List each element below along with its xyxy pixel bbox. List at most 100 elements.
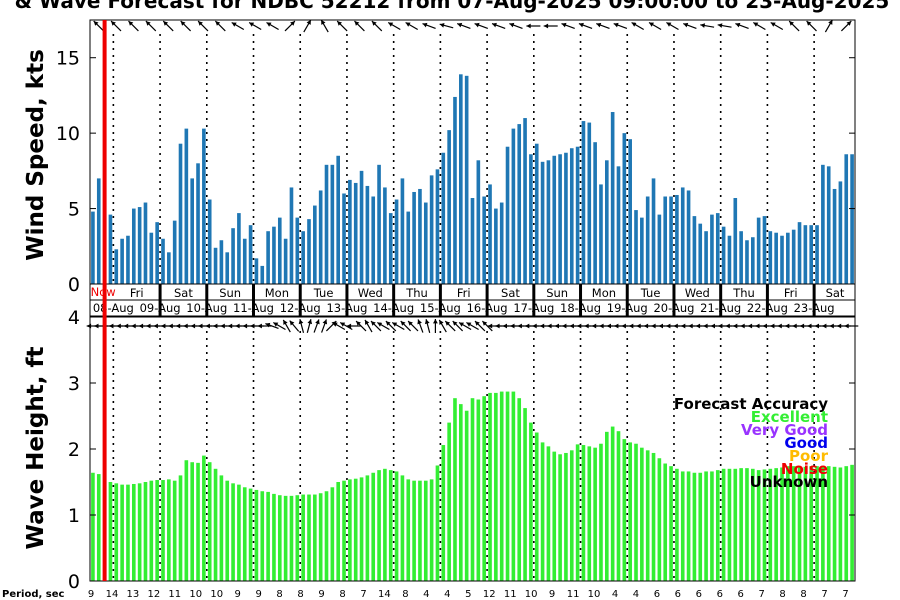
wave-bar — [301, 494, 305, 581]
wave-direction-arrow-head — [688, 323, 693, 329]
wave-direction-arrow — [444, 320, 456, 332]
wave-bar — [155, 480, 159, 581]
day-name-label: Thu — [732, 286, 755, 300]
wave-bar — [552, 451, 557, 581]
wind-bar — [400, 178, 405, 284]
wave-bar — [838, 467, 843, 581]
period-label: 12 — [483, 589, 496, 600]
wind-direction-arrow-head — [128, 21, 134, 26]
wave-direction-arrow-head — [502, 323, 507, 329]
wave-bar — [622, 439, 627, 581]
wind-bar — [307, 219, 311, 284]
legend-item: Poor — [789, 447, 829, 465]
wind-direction-arrow — [806, 20, 817, 32]
wave-bar — [149, 480, 154, 581]
day-name-label: Sat — [826, 286, 845, 300]
wave-direction-arrow-head — [770, 323, 775, 329]
wind-bar — [640, 217, 644, 284]
wave-direction-arrow-head — [475, 321, 480, 326]
wave-direction-arrow-head — [346, 323, 352, 329]
wave-direction-arrow — [417, 319, 424, 333]
wave-direction-arrow-head — [807, 323, 812, 329]
wave-direction-arrow-head — [703, 323, 708, 329]
wave-bar — [137, 483, 142, 581]
day-name-label: Sun — [219, 286, 241, 300]
wave-direction-arrow-head — [740, 323, 745, 329]
wind-bar — [202, 128, 206, 284]
wave-bar — [651, 452, 656, 581]
wind-direction-arrow — [162, 20, 174, 32]
wind-direction-arrow-head — [198, 21, 203, 26]
wind-bar — [383, 187, 387, 284]
wave-bar — [564, 452, 568, 581]
wind-direction-arrow — [128, 20, 139, 32]
wave-bar — [295, 495, 300, 581]
wind-bar — [447, 130, 451, 284]
wave-bar — [213, 468, 218, 581]
wind-direction-arrow-head — [231, 22, 237, 27]
day-name-label: Mon — [265, 286, 289, 300]
wave-bar — [231, 483, 235, 581]
wind-direction-arrow-head — [828, 19, 833, 25]
wave-direction-arrow-head — [643, 323, 649, 329]
wave-direction-arrow — [298, 319, 305, 333]
wave-direction-arrow-head — [161, 323, 166, 329]
wind-direction-arrow — [770, 21, 784, 31]
wind-y-tick-label: 0 — [68, 274, 80, 296]
wind-bar — [377, 164, 381, 284]
wind-bar — [196, 163, 200, 284]
wave-bar — [196, 462, 200, 581]
wave-direction-arrow-head — [307, 319, 313, 325]
wave-bar — [283, 495, 288, 581]
wind-direction-arrow — [439, 23, 454, 29]
wind-bar — [727, 235, 732, 284]
wind-bar — [821, 164, 825, 284]
wind-direction-arrow-head — [596, 22, 602, 28]
wave-direction-arrow — [391, 321, 405, 331]
day-name-label: Thu — [405, 286, 428, 300]
wave-direction-arrow-head — [417, 319, 422, 325]
wind-direction-arrow — [354, 20, 365, 32]
wave-direction-arrow-head — [524, 323, 530, 329]
wave-direction-arrow-head — [356, 321, 361, 326]
wave-direction-arrow — [438, 319, 447, 333]
wind-bar — [394, 199, 399, 284]
day-name-label: Wed — [685, 286, 710, 300]
wave-direction-arrow-head — [487, 323, 493, 329]
wave-direction-arrow — [458, 321, 472, 331]
wave-direction-arrow — [273, 321, 286, 331]
wind-bar — [114, 249, 119, 284]
wave-bar — [599, 443, 603, 581]
wave-bar — [569, 450, 574, 581]
wave-bar — [803, 466, 808, 581]
wave-bar — [453, 398, 457, 581]
wave-bar — [219, 475, 224, 581]
wind-bar — [371, 196, 376, 284]
wind-bar — [797, 222, 802, 284]
wave-direction-arrow-head — [539, 323, 545, 329]
wave-direction-arrow-head — [283, 319, 288, 325]
period-label: 6 — [654, 589, 660, 600]
wind-direction-arrow-head — [578, 22, 584, 28]
wave-bar — [313, 494, 317, 581]
wave-bar — [377, 470, 381, 581]
wave-direction-arrow-head — [680, 323, 686, 329]
day-name-label: Sat — [501, 286, 520, 300]
wave-bar — [581, 445, 586, 581]
wave-direction-arrow-head — [814, 323, 819, 329]
day-date-label: 22-Aug — [747, 301, 788, 315]
wave-direction-arrow-head — [777, 323, 782, 329]
wind-direction-arrow-head — [457, 22, 463, 28]
wave-height-panel: 0 1 2 3 4 — [68, 307, 856, 593]
wave-direction-arrow-head — [614, 323, 619, 329]
wind-bar — [809, 225, 814, 284]
wave-bar — [383, 468, 387, 581]
period-label: 9 — [256, 589, 262, 600]
wave-bar — [190, 462, 194, 581]
wave-bar — [786, 466, 790, 581]
wave-bar — [686, 471, 691, 581]
period-label: 4 — [633, 589, 639, 600]
wave-bar — [225, 480, 230, 581]
wave-bar — [470, 398, 475, 581]
